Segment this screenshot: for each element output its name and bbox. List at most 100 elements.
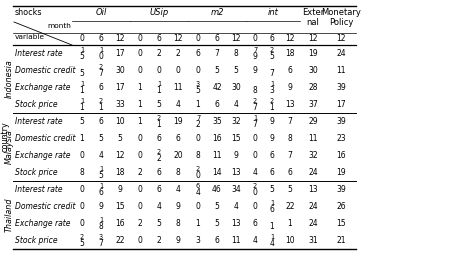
- Text: Domestic credit: Domestic credit: [15, 134, 76, 143]
- Text: 32: 32: [231, 117, 241, 126]
- Text: 6: 6: [287, 66, 293, 75]
- Text: 23: 23: [336, 134, 346, 143]
- Text: 12: 12: [115, 34, 125, 43]
- Text: 4: 4: [176, 185, 180, 194]
- Text: 4: 4: [253, 168, 257, 177]
- Text: 19: 19: [173, 117, 183, 126]
- Text: 5: 5: [215, 66, 219, 75]
- Text: 0: 0: [80, 34, 85, 43]
- Text: 42: 42: [212, 83, 222, 92]
- Text: Domestic credit: Domestic credit: [15, 202, 76, 211]
- Text: 7: 7: [99, 69, 104, 78]
- Text: 12: 12: [231, 34, 241, 43]
- Text: 12: 12: [115, 151, 125, 160]
- Text: 11: 11: [308, 134, 318, 143]
- Text: 9: 9: [270, 134, 275, 143]
- Text: 6: 6: [196, 49, 200, 58]
- Text: 9: 9: [287, 83, 293, 92]
- Text: 1: 1: [80, 86, 85, 95]
- Text: 3: 3: [196, 81, 200, 87]
- Text: 8: 8: [196, 151, 200, 160]
- Text: 15: 15: [115, 202, 125, 211]
- Text: 5: 5: [270, 185, 275, 194]
- Text: 2: 2: [253, 183, 257, 189]
- Text: 0: 0: [138, 151, 142, 160]
- Text: 2: 2: [270, 98, 274, 104]
- Text: variable: variable: [15, 34, 45, 40]
- Text: 2: 2: [196, 120, 200, 129]
- Text: Interest rate: Interest rate: [15, 49, 63, 58]
- Text: int: int: [267, 8, 278, 17]
- Text: 32: 32: [308, 151, 318, 160]
- Text: 22: 22: [285, 202, 295, 211]
- Text: 39: 39: [336, 185, 346, 194]
- Text: 0: 0: [196, 202, 200, 211]
- Text: 0: 0: [196, 66, 200, 75]
- Text: USip: USip: [149, 8, 169, 17]
- Text: 0: 0: [138, 66, 142, 75]
- Text: 10: 10: [115, 117, 125, 126]
- Text: 2: 2: [157, 236, 162, 245]
- Text: 13: 13: [231, 219, 241, 228]
- Text: 11: 11: [173, 83, 183, 92]
- Text: 7: 7: [196, 115, 200, 121]
- Text: 6: 6: [270, 151, 275, 160]
- Text: 2: 2: [176, 49, 180, 58]
- Text: 6: 6: [157, 185, 162, 194]
- Text: 6: 6: [157, 168, 162, 177]
- Text: 6: 6: [215, 34, 219, 43]
- Text: Monetary
Policy: Monetary Policy: [321, 8, 361, 27]
- Text: 6: 6: [157, 134, 162, 143]
- Text: 1: 1: [270, 81, 274, 87]
- Text: 1: 1: [99, 183, 103, 189]
- Text: 1: 1: [157, 86, 162, 95]
- Text: 12: 12: [308, 34, 318, 43]
- Text: 0: 0: [138, 49, 142, 58]
- Text: 5: 5: [99, 171, 104, 180]
- Text: 3: 3: [270, 86, 275, 95]
- Text: 29: 29: [308, 117, 318, 126]
- Text: 9: 9: [253, 52, 257, 61]
- Text: 19: 19: [336, 168, 346, 177]
- Text: 26: 26: [336, 202, 346, 211]
- Text: Stock price: Stock price: [15, 168, 57, 177]
- Text: 9: 9: [176, 236, 180, 245]
- Text: 1: 1: [99, 217, 103, 223]
- Text: 0: 0: [138, 134, 142, 143]
- Text: 12: 12: [173, 34, 183, 43]
- Text: 0: 0: [80, 151, 85, 160]
- Text: 1: 1: [270, 222, 275, 231]
- Text: 1: 1: [196, 100, 200, 109]
- Text: 5: 5: [157, 219, 162, 228]
- Text: 2: 2: [99, 98, 103, 104]
- Text: 6: 6: [99, 188, 104, 197]
- Text: 24: 24: [308, 168, 318, 177]
- Text: 6: 6: [215, 236, 219, 245]
- Text: 6: 6: [270, 168, 275, 177]
- Text: 9: 9: [253, 66, 257, 75]
- Text: 2: 2: [138, 219, 142, 228]
- Text: 6: 6: [215, 100, 219, 109]
- Text: 5: 5: [80, 117, 85, 126]
- Text: 1: 1: [270, 103, 275, 112]
- Text: 39: 39: [336, 117, 346, 126]
- Text: 9: 9: [118, 185, 123, 194]
- Text: 7: 7: [253, 103, 257, 112]
- Text: 5: 5: [99, 134, 104, 143]
- Text: 1: 1: [196, 219, 200, 228]
- Text: Thailand: Thailand: [4, 198, 13, 232]
- Text: 2: 2: [157, 49, 162, 58]
- Text: 2: 2: [138, 168, 142, 177]
- Text: 33: 33: [115, 100, 125, 109]
- Text: Exchange rate: Exchange rate: [15, 83, 70, 92]
- Text: 1: 1: [288, 219, 293, 228]
- Text: 17: 17: [115, 49, 125, 58]
- Text: 6: 6: [99, 34, 104, 43]
- Text: 6: 6: [253, 219, 257, 228]
- Text: 30: 30: [308, 66, 318, 75]
- Text: 7: 7: [253, 120, 257, 129]
- Text: 18: 18: [115, 168, 125, 177]
- Text: 4: 4: [196, 188, 200, 197]
- Text: 2: 2: [157, 154, 162, 163]
- Text: 8: 8: [176, 168, 180, 177]
